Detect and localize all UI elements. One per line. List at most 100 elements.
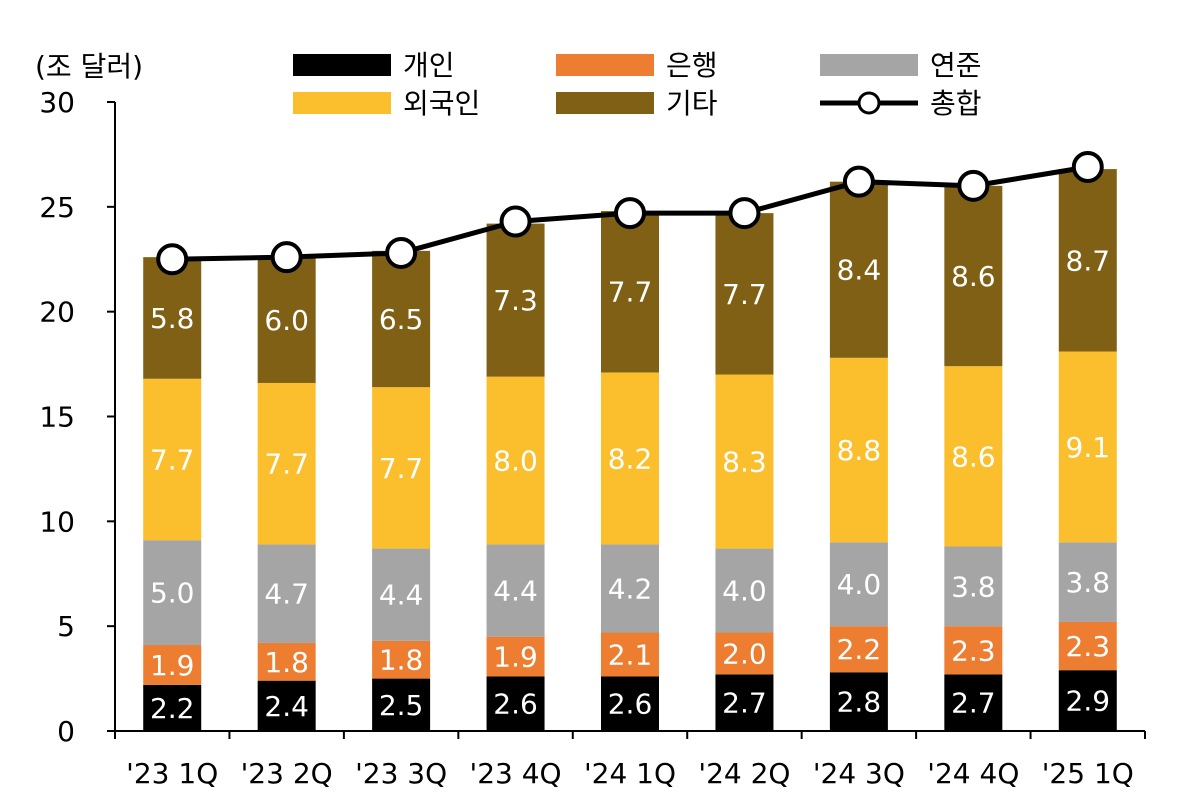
bar-segment (944, 674, 1003, 731)
data-label: 1.8 (264, 646, 309, 679)
bar-segment (372, 548, 431, 641)
data-label: 1.9 (493, 641, 538, 674)
total-line-point (728, 197, 761, 230)
data-label: 2.4 (264, 690, 309, 723)
bars: 2.2 1.9 5.0 7.7 5.8 2.4 1.8 4.7 7.7 6.0 2.5 1.8 4.4 7… (143, 169, 1117, 731)
data-label: 3.8 (951, 570, 996, 603)
data-label: 6.0 (264, 304, 309, 337)
data-label: 2.7 (951, 687, 996, 720)
bar-segment (944, 546, 1003, 627)
data-label: 4.0 (722, 575, 767, 608)
bar-segment (486, 676, 545, 731)
bar-segment (257, 642, 316, 681)
bar-segment (486, 636, 545, 677)
legend-swatch (820, 54, 918, 76)
data-label: 2.6 (608, 688, 653, 721)
bar-segment (944, 185, 1003, 367)
data-label: 6.5 (379, 303, 424, 336)
data-label: 2.6 (493, 688, 538, 721)
bar-segment (372, 678, 431, 731)
legend-label: 외국인 (403, 87, 480, 120)
bar-segment (143, 684, 202, 731)
bar-segment (1058, 542, 1117, 622)
y-axis-unit-label: (조 달러) (35, 50, 143, 83)
data-label: 4.2 (608, 572, 653, 605)
bar-segment (829, 181, 888, 358)
total-line-point (270, 241, 303, 274)
y-tick-label: 10 (39, 505, 75, 538)
legend-label: 총합 (930, 87, 982, 120)
x-tick-label: '23 2Q (241, 757, 333, 790)
legend-swatch (293, 92, 391, 114)
x-tick-label: '23 3Q (355, 757, 447, 790)
y-tick-label: 30 (39, 86, 75, 119)
total-line-point (614, 197, 646, 230)
legend-label: 기타 (666, 87, 718, 120)
data-label: 2.5 (379, 689, 424, 722)
x-tick-label: '24 2Q (698, 757, 790, 790)
bar-segment (257, 257, 316, 383)
bar-segment (486, 544, 545, 637)
total-line-point (1071, 150, 1104, 183)
data-label: 8.4 (837, 254, 882, 287)
legend-label: 연준 (930, 49, 982, 82)
bar-segment (486, 223, 545, 377)
data-label: 4.4 (379, 579, 424, 612)
bar-segment (601, 632, 659, 677)
bar-segment (257, 680, 316, 731)
data-label: 2.8 (837, 686, 882, 719)
data-label: 8.6 (951, 440, 996, 473)
bar-segment (143, 645, 202, 685)
data-label: 2.2 (150, 692, 195, 725)
data-label: 4.7 (264, 578, 309, 611)
data-label: 2.0 (722, 637, 767, 670)
legend-swatch (293, 54, 391, 76)
x-tick-label: '23 1Q (126, 757, 218, 790)
total-line-point (842, 165, 875, 198)
data-label: 8.7 (1066, 244, 1111, 277)
data-label: 8.3 (722, 446, 767, 479)
bar-segment (715, 632, 774, 675)
bar-segment (1058, 169, 1117, 352)
legend-swatch (556, 92, 654, 114)
total-line-point (957, 169, 990, 202)
y-tick-label: 5 (57, 610, 75, 643)
data-label: 5.8 (150, 302, 195, 335)
total-line-point (499, 205, 532, 238)
bar-segment (601, 544, 659, 633)
bar-segment (1058, 351, 1117, 543)
bar-segment (257, 544, 316, 643)
bar-segment (257, 382, 316, 545)
bar-segment (1058, 670, 1117, 731)
bar-segment (715, 674, 774, 731)
bar-segment (601, 676, 659, 731)
bar-segment (143, 257, 202, 379)
y-tick-label: 20 (39, 296, 75, 329)
bar-segment (1058, 621, 1117, 671)
bar-segment (829, 357, 888, 543)
data-label: 2.7 (722, 687, 767, 720)
data-label: 8.2 (608, 442, 653, 475)
data-label: 9.1 (1066, 431, 1111, 464)
axes: 0 5 10 15 20 25 30 '23 1Q '23 2Q '23 3Q '23 4Q '24 … (39, 86, 1146, 790)
data-label: 1.8 (379, 644, 424, 677)
x-tick-label: '24 1Q (584, 757, 676, 790)
legend-label: 은행 (666, 49, 718, 82)
bar-segment (372, 387, 431, 549)
x-tick-label: '24 3Q (813, 757, 905, 790)
x-tick-label: '23 4Q (470, 757, 562, 790)
x-tick-label: '24 4Q (927, 757, 1019, 790)
data-label: 7.7 (722, 278, 767, 311)
data-label: 8.8 (837, 434, 882, 467)
bar-segment (372, 640, 431, 679)
bar-segment (143, 540, 202, 646)
bar-segment (601, 211, 659, 373)
data-label: 5.0 (150, 577, 195, 610)
bar-segment (829, 542, 888, 627)
data-label: 7.7 (608, 276, 653, 309)
data-label: 2.3 (951, 634, 996, 667)
bar-segment (715, 548, 774, 633)
data-label: 7.7 (264, 448, 309, 481)
